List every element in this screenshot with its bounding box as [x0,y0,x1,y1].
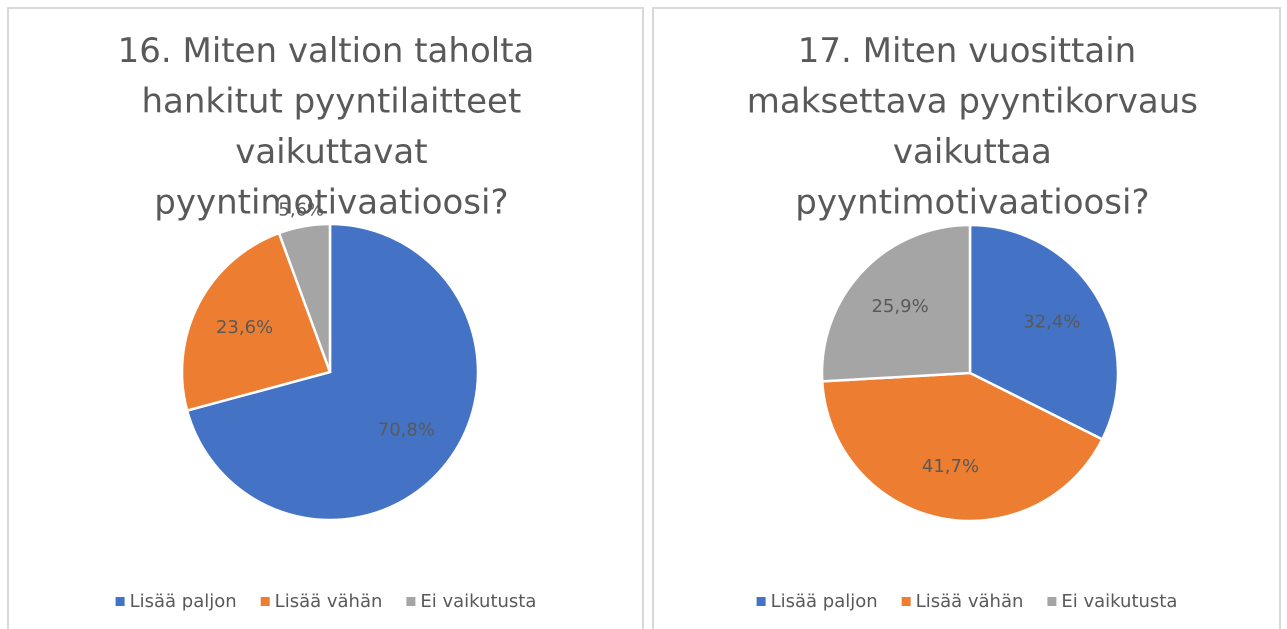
legend-label: Lisää vähän [275,591,383,612]
legend-label: Lisää vähän [916,591,1024,612]
legend-marker [901,597,911,606]
data-label: 5,6% [278,200,324,221]
data-label: 23,6% [216,317,273,338]
legend-marker [1047,597,1057,606]
legend-marker [406,597,416,606]
panel-border [7,7,644,629]
legend-label: Lisää paljon [130,591,237,612]
pie-slice [968,223,1120,442]
panel-border [652,7,1281,629]
legend-label: Ei vaikutusta [1061,591,1177,612]
chart-title: 17. Miten vuosittain maksettava pyyntiko… [736,31,1198,223]
data-label: 25,9% [871,296,928,317]
pie-slice [820,371,1104,523]
legend-label: Lisää paljon [771,591,878,612]
data-label: 70,8% [378,419,435,440]
chart-title: 16. Miten valtion taholta hankitut pyynt… [118,31,535,223]
legend-marker [260,597,270,606]
data-label: 32,4% [1023,311,1080,332]
pie-slice [277,222,332,373]
pie-slice [185,222,480,522]
pie-slice [820,223,972,383]
legend-label: Ei vaikutusta [420,591,536,612]
legend-marker [756,597,766,606]
pie-slice [180,231,332,413]
data-label: 41,7% [922,456,979,477]
legend-marker [115,597,125,606]
